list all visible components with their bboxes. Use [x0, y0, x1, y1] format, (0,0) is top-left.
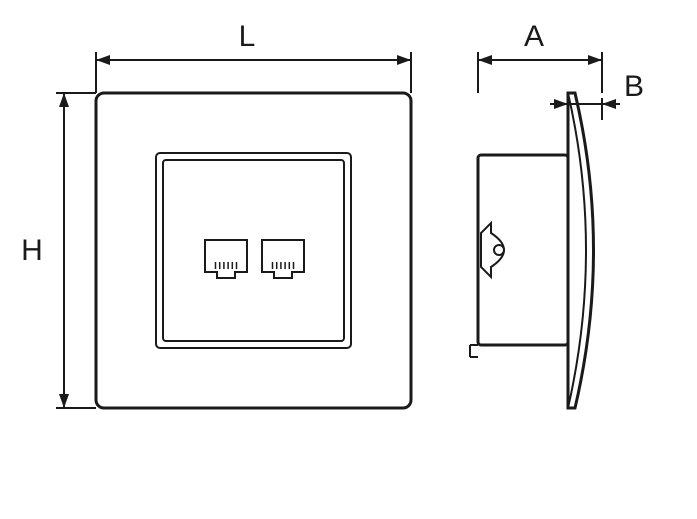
front-view	[96, 93, 411, 408]
side-view	[470, 93, 620, 408]
